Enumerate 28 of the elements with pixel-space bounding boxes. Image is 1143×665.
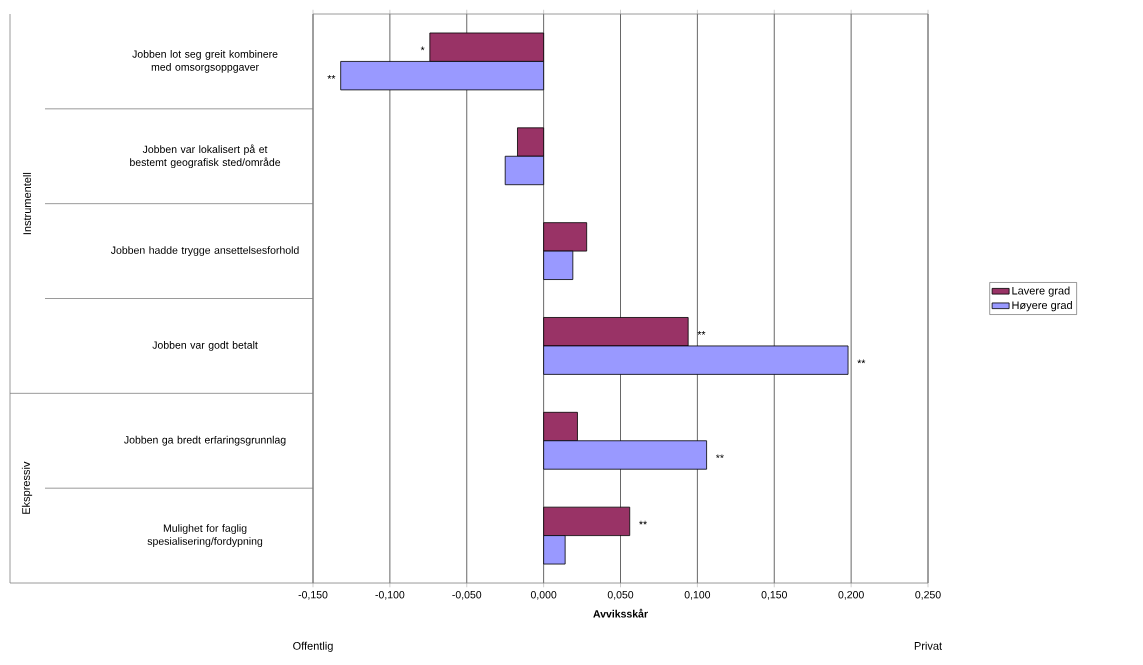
x-tick-label: 0,250 (915, 590, 941, 600)
text: Instrumentell (22, 172, 32, 235)
x-tick-label: 0,150 (761, 590, 787, 600)
data-label: ** (697, 331, 706, 335)
x-axis-title: Avviksskår (593, 608, 648, 618)
text: Ekspressiv (21, 461, 33, 514)
data-label: ** (639, 520, 647, 525)
x-tick-label: 0,200 (838, 590, 864, 600)
x-tick-label: -0,150 (298, 590, 328, 600)
legend-label: Høyere grad (1012, 301, 1072, 312)
data-label: ** (857, 359, 866, 364)
x-tick-label: 0,050 (607, 590, 634, 600)
x-tick-label: 0,000 (530, 590, 557, 600)
y-tick-label: Jobben var godt betalt (152, 341, 258, 351)
y-tick-label: Mulighet for faglig spesialisering/fordypning (147, 524, 263, 547)
text: Privat (914, 641, 942, 650)
x-tick-label: -0,050 (452, 590, 482, 600)
y-tick-label: Jobben hadde trygge ansettelsesforhold (110, 246, 299, 256)
data-label: * (420, 46, 425, 51)
legend-label: Lavere grad (1012, 286, 1070, 297)
y-tick-label: Jobben lot seg greit kombinere med omsorgsoppgaver (132, 50, 278, 73)
x-tick-label: -0,100 (375, 590, 405, 600)
y-tick-label: Jobben ga bredt erfaringsgrunnlag (124, 435, 286, 446)
data-label: ** (327, 75, 336, 79)
y-tick-label: Jobben var lokalisert på et bestemt geografisk sted/område (130, 144, 281, 169)
data-label: ** (715, 454, 724, 459)
text: Offentlig (293, 641, 333, 652)
x-tick-label: 0,100 (684, 590, 711, 600)
